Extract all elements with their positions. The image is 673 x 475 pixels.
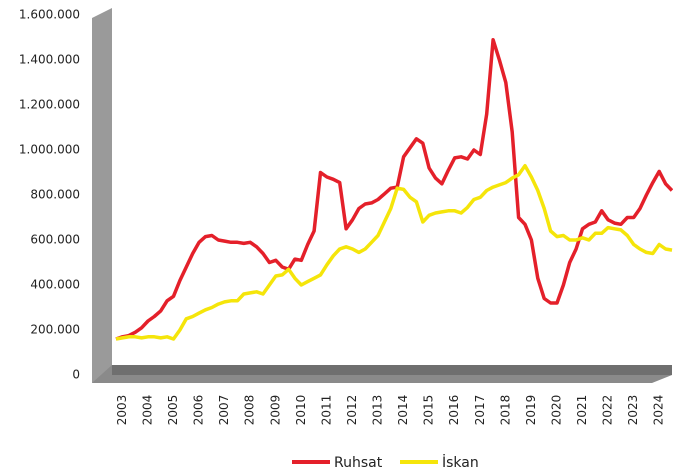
x-tick-label: 2016 bbox=[447, 395, 461, 426]
axis-floor-top bbox=[112, 365, 672, 375]
x-tick-label: 2008 bbox=[243, 395, 257, 426]
x-tick-label: 2003 bbox=[115, 395, 129, 426]
x-tick-label: 2024 bbox=[652, 395, 666, 426]
y-tick-label: 800.000 bbox=[30, 188, 80, 202]
x-tick-label: 2005 bbox=[166, 395, 180, 426]
x-tick-label: 2012 bbox=[345, 395, 359, 426]
x-tick-label: 2007 bbox=[217, 395, 231, 426]
x-tick-label: 2018 bbox=[498, 395, 512, 426]
y-tick-label: 1.600.000 bbox=[19, 8, 80, 22]
legend-label: Ruhsat bbox=[334, 455, 383, 471]
axis-wall bbox=[92, 8, 112, 383]
y-tick-label: 1.400.000 bbox=[19, 53, 80, 67]
y-tick-label: 1.200.000 bbox=[19, 98, 80, 112]
series-line bbox=[115, 38, 673, 341]
x-tick-label: 2013 bbox=[371, 395, 385, 426]
x-tick-label: 2009 bbox=[268, 395, 282, 426]
x-tick-label: 2010 bbox=[294, 395, 308, 426]
x-tick-label: 2020 bbox=[549, 395, 563, 426]
legend-label: İskan bbox=[442, 453, 479, 471]
x-tick-label: 2022 bbox=[601, 395, 615, 426]
x-tick-label: 2011 bbox=[319, 395, 333, 426]
x-tick-label: 2017 bbox=[473, 395, 487, 426]
x-tick-label: 2014 bbox=[396, 395, 410, 426]
x-tick-label: 2023 bbox=[626, 395, 640, 426]
y-tick-label: 0 bbox=[72, 368, 80, 382]
y-tick-label: 600.000 bbox=[30, 233, 80, 247]
x-tick-label: 2019 bbox=[524, 395, 538, 426]
x-tick-label: 2006 bbox=[192, 395, 206, 426]
x-tick-label: 2021 bbox=[575, 395, 589, 426]
y-tick-label: 400.000 bbox=[30, 278, 80, 292]
x-tick-label: 2004 bbox=[140, 395, 154, 426]
series-line bbox=[115, 163, 673, 341]
y-tick-label: 200.000 bbox=[30, 323, 80, 337]
x-tick-label: 2015 bbox=[422, 395, 436, 426]
y-tick-label: 1.000.000 bbox=[19, 143, 80, 157]
